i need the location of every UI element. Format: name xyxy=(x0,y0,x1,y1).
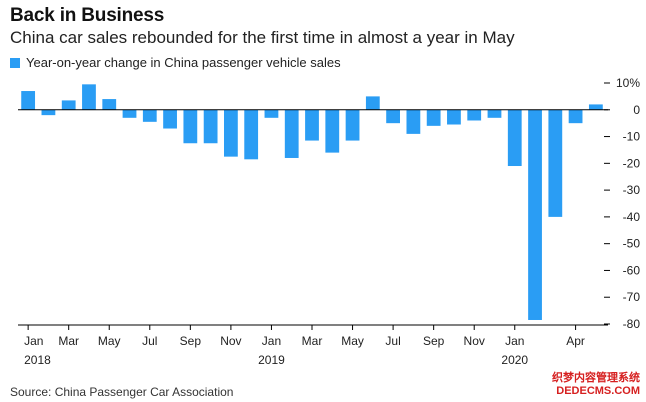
bar-jun-2019 xyxy=(365,96,380,110)
bar-may-2018 xyxy=(102,99,117,110)
bar-feb-2020 xyxy=(528,109,542,320)
x-tick-label-year: 2019 xyxy=(258,353,285,367)
bar-oct-2018 xyxy=(203,109,218,144)
x-tick-label-month: Jan xyxy=(24,334,43,348)
x-tick-label-month: Nov xyxy=(220,334,241,348)
x-tick-label-month: Sep xyxy=(423,334,445,348)
watermark: 织梦内容管理系统 DEDECMS.COM xyxy=(552,372,640,398)
bar-may-2020 xyxy=(588,104,603,110)
legend: Year-on-year change in China passenger v… xyxy=(10,55,341,70)
bar-jul-2018 xyxy=(142,109,157,122)
y-tick-label: -30 xyxy=(623,183,641,197)
bar-dec-2018 xyxy=(244,109,259,160)
x-tick-label-year: 2020 xyxy=(501,353,528,367)
bar-oct-2019 xyxy=(447,109,461,125)
y-tick-label: -50 xyxy=(623,237,641,251)
bar-jan-2018 xyxy=(21,91,36,110)
bar-aug-2018 xyxy=(163,109,177,129)
bar-aug-2019 xyxy=(406,109,421,134)
x-tick-label-month: Sep xyxy=(180,334,202,348)
bar-nov-2019 xyxy=(467,109,482,121)
x-tick-label-month: Jul xyxy=(142,334,157,348)
bar-jan-2020 xyxy=(507,109,522,167)
x-tick-label-month: Apr xyxy=(566,334,585,348)
bar-sep-2018 xyxy=(183,109,198,144)
x-tick-label-month: Jul xyxy=(385,334,400,348)
y-tick-label: -10 xyxy=(623,130,641,144)
bar-jan-2019 xyxy=(264,109,279,118)
x-tick-label-month: Mar xyxy=(58,334,79,348)
x-tick-label-month: May xyxy=(341,334,364,348)
bar-feb-2018 xyxy=(41,109,56,116)
bar-may-2019 xyxy=(345,109,360,141)
x-tick-label-month: May xyxy=(98,334,121,348)
bar-apr-2018 xyxy=(82,84,96,110)
x-tick-label-month: Jan xyxy=(262,334,281,348)
chart-title: Back in Business xyxy=(10,5,165,26)
bar-jul-2019 xyxy=(386,109,400,124)
bar-mar-2019 xyxy=(305,109,319,141)
bar-apr-2020 xyxy=(568,109,583,124)
bar-nov-2018 xyxy=(224,109,238,157)
bar-apr-2019 xyxy=(325,109,340,153)
x-tick-label-year: 2018 xyxy=(24,353,51,367)
y-tick-label: -70 xyxy=(623,290,641,304)
legend-label: Year-on-year change in China passenger v… xyxy=(26,55,341,70)
x-tick-label-month: Mar xyxy=(302,334,323,348)
chart-subtitle: China car sales rebounded for the first … xyxy=(10,28,515,47)
y-tick-label: -80 xyxy=(623,317,641,331)
bar-jun-2018 xyxy=(122,109,137,118)
legend-swatch xyxy=(10,57,20,68)
bar-mar-2020 xyxy=(548,109,563,217)
x-tick-label-month: Nov xyxy=(464,334,485,348)
bar-mar-2018 xyxy=(61,100,76,110)
y-tick-label: -40 xyxy=(623,210,641,224)
source-note: Source: China Passenger Car Association xyxy=(10,385,234,399)
bar-sep-2019 xyxy=(426,109,441,126)
watermark-line-1: 织梦内容管理系统 xyxy=(552,372,640,384)
x-tick-label-month: Jan xyxy=(505,334,524,348)
y-tick-label: 10% xyxy=(616,76,640,90)
watermark-line-2: DEDECMS.COM xyxy=(556,385,640,397)
bar-feb-2019 xyxy=(284,109,299,158)
y-tick-label: 0 xyxy=(633,103,640,117)
bar-dec-2019 xyxy=(487,109,502,118)
y-tick-label: -60 xyxy=(623,263,641,277)
y-tick-label: -20 xyxy=(623,156,641,170)
